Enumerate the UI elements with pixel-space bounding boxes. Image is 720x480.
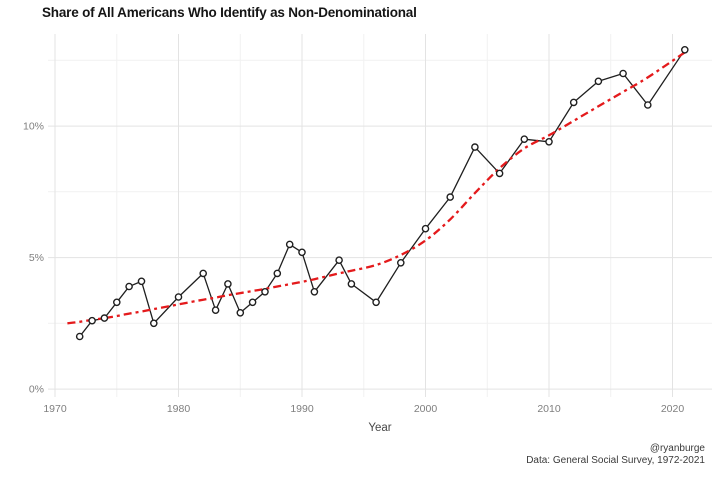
- data-point: [261, 287, 269, 296]
- x-tick-label: 1970: [43, 403, 67, 415]
- data-point: [100, 314, 109, 322]
- x-tick-label: 1990: [290, 403, 314, 415]
- data-point: [545, 137, 553, 146]
- data-point: [421, 224, 430, 233]
- data-line: [79, 49, 686, 337]
- data-point: [285, 240, 294, 249]
- x-tick-label: 1980: [167, 403, 191, 415]
- data-point: [372, 298, 380, 307]
- data-point: [224, 280, 232, 288]
- data-point: [347, 280, 356, 288]
- data-point: [199, 269, 207, 278]
- data-point: [396, 258, 405, 267]
- data-point: [310, 287, 319, 296]
- data-point: [644, 101, 652, 109]
- data-point: [75, 332, 84, 341]
- x-tick-label: 2020: [661, 403, 685, 415]
- data-point: [681, 46, 689, 54]
- data-point: [619, 69, 627, 78]
- data-point: [125, 282, 133, 291]
- data-point: [569, 98, 578, 107]
- caption-credit: @ryanburge: [649, 443, 705, 454]
- data-point: [471, 143, 479, 151]
- data-point: [446, 193, 455, 201]
- data-point: [248, 298, 257, 307]
- chart-title: Share of All Americans Who Identify as N…: [42, 5, 417, 20]
- data-point: [211, 306, 220, 315]
- data-point: [298, 248, 306, 257]
- data-point: [236, 308, 245, 317]
- data-point: [113, 298, 121, 307]
- data-point: [174, 293, 183, 301]
- data-point: [273, 269, 282, 278]
- y-tick-label: 5%: [29, 252, 44, 264]
- x-tick-label: 2010: [537, 403, 561, 415]
- data-point: [520, 135, 529, 143]
- y-tick-label: 10%: [23, 121, 44, 133]
- x-axis-title: Year: [368, 422, 391, 434]
- chart-caption: @ryanburge Data: General Social Survey, …: [526, 443, 705, 467]
- y-tick-label: 0%: [29, 384, 44, 396]
- data-point: [495, 169, 504, 178]
- data-point: [88, 316, 96, 325]
- data-point: [335, 256, 343, 265]
- x-tick-label: 2000: [414, 403, 438, 415]
- data-point: [137, 277, 146, 286]
- caption-source: Data: General Social Survey, 1972-2021: [526, 455, 705, 466]
- trend-line: [67, 51, 686, 325]
- data-point: [149, 319, 158, 328]
- data-point: [594, 77, 603, 86]
